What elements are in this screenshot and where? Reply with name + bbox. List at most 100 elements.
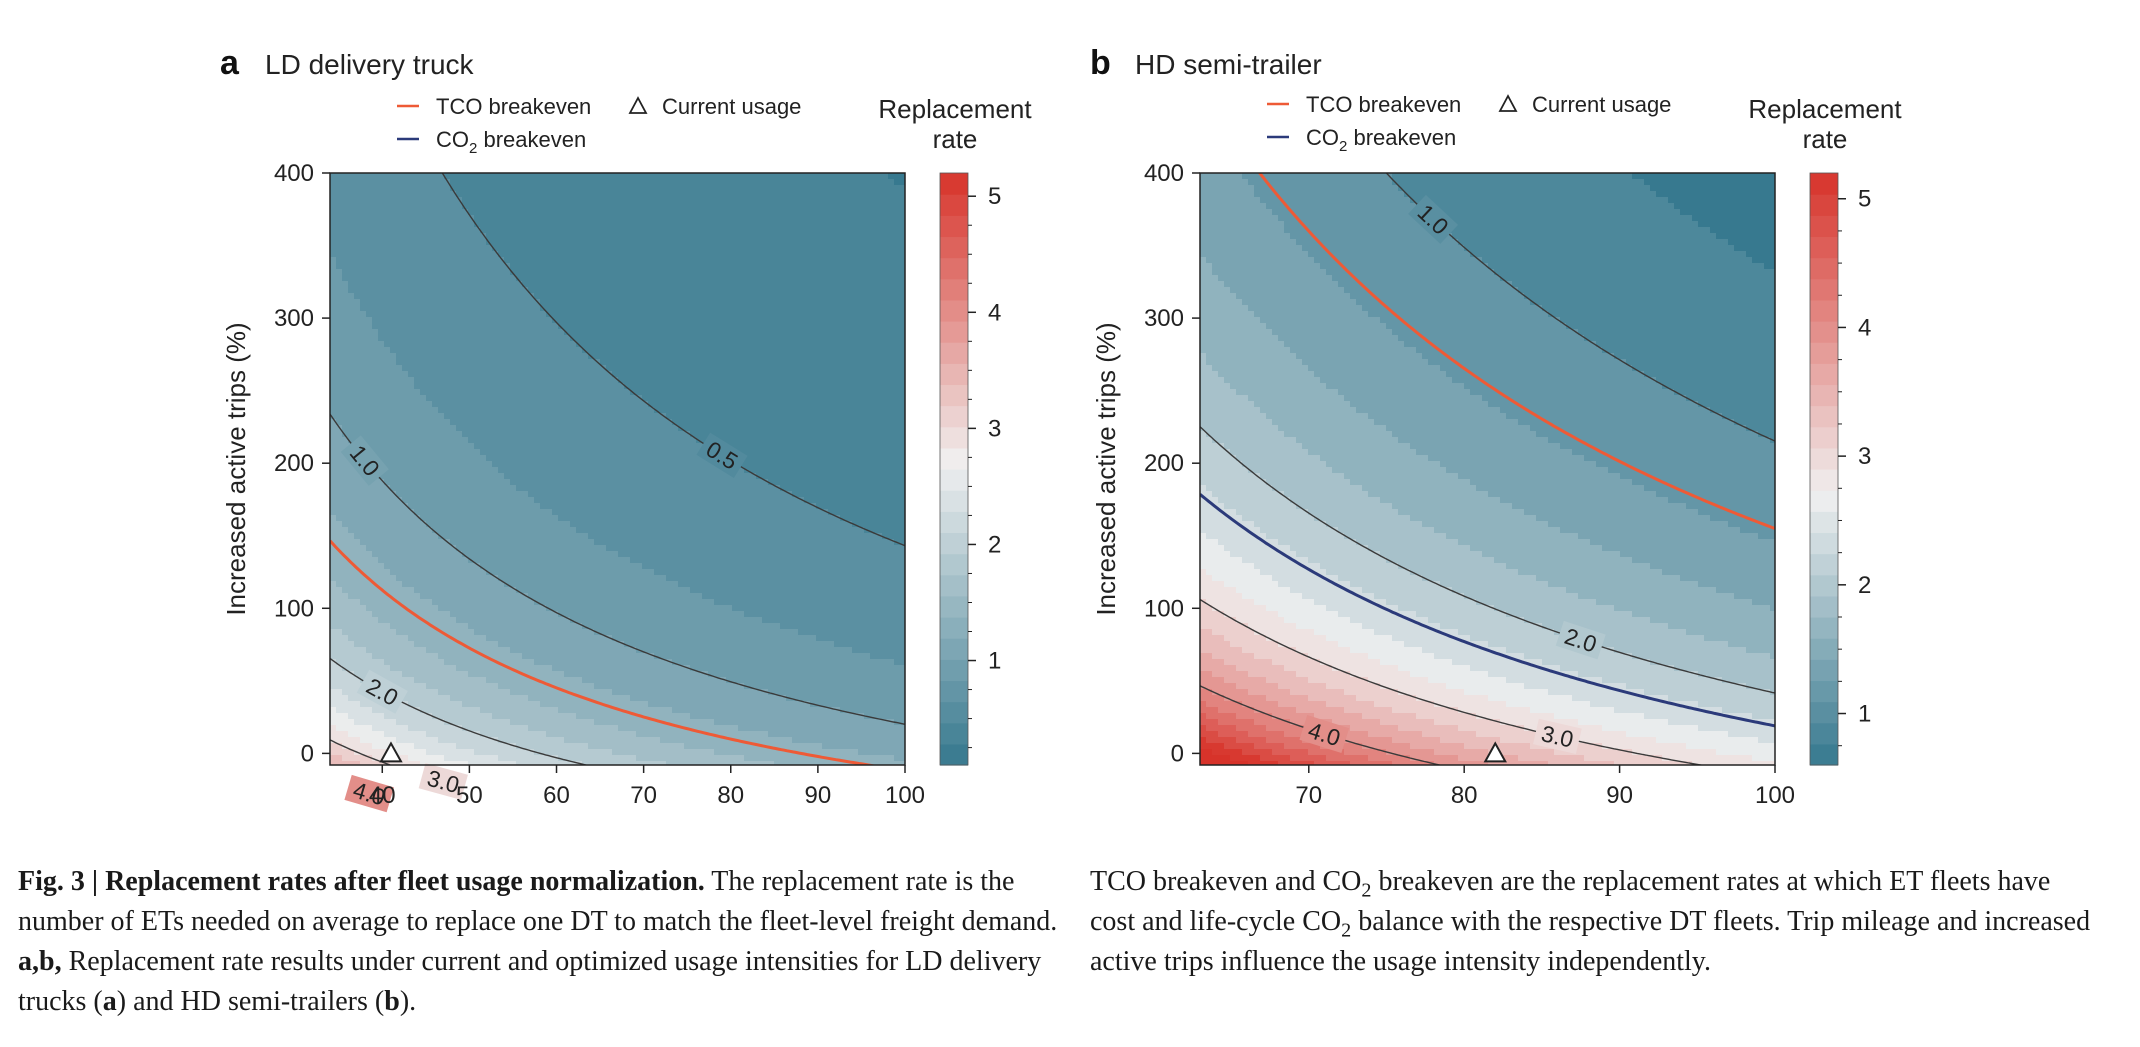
caption-text: breakeven are the replacement rates at w… [1090, 866, 2051, 937]
legend: TCO breakeven CO2 breakeven Current usage [1267, 92, 1671, 155]
contour-line-1.0 [1385, 173, 1775, 442]
y-tick-label: 200 [274, 450, 314, 477]
x-tick-label: 70 [630, 782, 657, 809]
colorbar-band [940, 743, 968, 766]
colorbar-tick-label: 3 [1858, 443, 1871, 470]
colorbar-band [940, 384, 968, 407]
colorbar-band [1810, 236, 1838, 259]
colorbar-title: rate [1803, 124, 1848, 154]
contour-lines [1200, 173, 1775, 765]
colorbar-tick-label: 3 [988, 415, 1001, 442]
tco-breakeven-line [1257, 173, 1775, 530]
caption-text: Replacement rate results under current a… [18, 946, 1042, 1017]
y-axis-label: Increased active trips (%) [1091, 322, 1121, 615]
colorbar-frame [1809, 172, 1839, 766]
y-tick-label: 100 [1144, 595, 1184, 622]
colorbar-band [1810, 553, 1838, 576]
contour-lines [330, 173, 905, 765]
current-usage-legend-icon [628, 96, 648, 114]
colorbar-band [940, 363, 968, 386]
colorbar-tick-label: 2 [988, 531, 1001, 558]
x-tick-label: 40 [369, 782, 396, 809]
panel-title: HD semi-trailer [1135, 49, 1322, 80]
x-tick-label: 100 [1755, 782, 1795, 809]
y-tick-label: 300 [274, 305, 314, 332]
colorbar-band [1810, 574, 1838, 597]
legend: TCO breakeven CO2 breakeven Current usage [397, 94, 801, 157]
caption-text: ) and HD semi-trailers ( [116, 986, 385, 1017]
tco-legend-label: TCO breakeven [436, 94, 591, 119]
colorbar-band [1810, 384, 1838, 407]
y-tick-label: 400 [1144, 160, 1184, 187]
colorbar-band [1810, 743, 1838, 766]
plot-frame [329, 172, 906, 766]
contour-line-0.5 [441, 173, 905, 547]
co2-breakeven-line [1200, 493, 1775, 728]
colorbar-band [940, 680, 968, 703]
colorbar-band [1810, 722, 1838, 745]
colorbar-band [940, 532, 968, 555]
colorbar-band [940, 447, 968, 470]
caption-subscript: 2 [1361, 879, 1372, 902]
colorbar-band [940, 236, 968, 259]
colorbar-band [1810, 595, 1838, 618]
plot-frame [1199, 172, 1776, 766]
colorbar-band [940, 469, 968, 491]
contour-line-4.0 [1200, 685, 1443, 765]
caption-panel-ref: a,b, [18, 946, 62, 977]
current-usage-marker [379, 741, 403, 763]
colorbar-band [940, 257, 968, 280]
x-tick-label: 80 [1451, 782, 1478, 809]
panel-a: 0.51.02.03.04.040 50 60 70 80 90 1000100200300… [220, 44, 1032, 813]
colorbar-band [940, 553, 968, 576]
colorbar-band [1810, 321, 1838, 343]
caption-left: Fig. 3 | Replacement rates after fleet u… [18, 862, 1058, 1022]
colorbar-band [940, 426, 968, 449]
colorbar-band [940, 215, 968, 238]
heatmap-field [330, 173, 905, 765]
colorbar-title: Replacement [1748, 94, 1902, 124]
colorbar-band [1810, 426, 1838, 449]
colorbar-band [1810, 680, 1838, 703]
colorbar-band [1810, 447, 1838, 470]
caption-panel-ref: b [384, 986, 400, 1017]
colorbar-band [1810, 617, 1838, 639]
colorbar-band [940, 574, 968, 597]
colorbar-tick-label: 1 [1858, 701, 1871, 728]
colorbar-tick-label: 2 [1858, 572, 1871, 599]
contour-line-3.0 [1200, 598, 1705, 765]
colorbar-band [940, 342, 968, 364]
contour-line-2.0 [330, 657, 589, 765]
colorbar-band [1810, 173, 1838, 195]
heatmap-field [1200, 173, 1775, 765]
caption-text: The replacement rate is the number of ET… [18, 866, 1058, 937]
colorbar-band [940, 321, 968, 343]
colorbar-band [940, 617, 968, 639]
tco-breakeven-line [330, 539, 879, 765]
colorbar-band [940, 659, 968, 682]
colorbar-band [1810, 194, 1838, 216]
colorbar-band [940, 173, 968, 195]
caption-fig-label: Fig. 3 | [18, 866, 106, 897]
colorbar-title: rate [933, 124, 978, 154]
colorbar-tick-label: 1 [988, 648, 1001, 675]
colorbar-band [940, 722, 968, 745]
x-tick-label: 100 [885, 782, 925, 809]
caption-text: balance with the respective DT fleets. T… [1090, 906, 2091, 977]
colorbar-band [940, 638, 968, 660]
current-usage-legend-label: Current usage [1532, 92, 1671, 117]
current-usage-legend-label: Current usage [662, 94, 801, 119]
colorbar-band [940, 405, 968, 428]
colorbar-band [1810, 405, 1838, 428]
colorbar-tick-label: 5 [1858, 186, 1871, 213]
colorbar-band [940, 194, 968, 216]
colorbar-tick-label: 5 [988, 183, 1001, 210]
contour-line-3.0 [330, 739, 393, 765]
x-tick-label: 50 [456, 782, 483, 809]
colorbar-band [1810, 511, 1838, 534]
colorbar-tick-label: 4 [1858, 314, 1871, 341]
co2-legend-label: CO2 breakeven [1306, 125, 1456, 155]
colorbar-band [1810, 299, 1838, 322]
y-tick-label: 0 [1171, 740, 1184, 767]
colorbar-band [1810, 659, 1838, 682]
